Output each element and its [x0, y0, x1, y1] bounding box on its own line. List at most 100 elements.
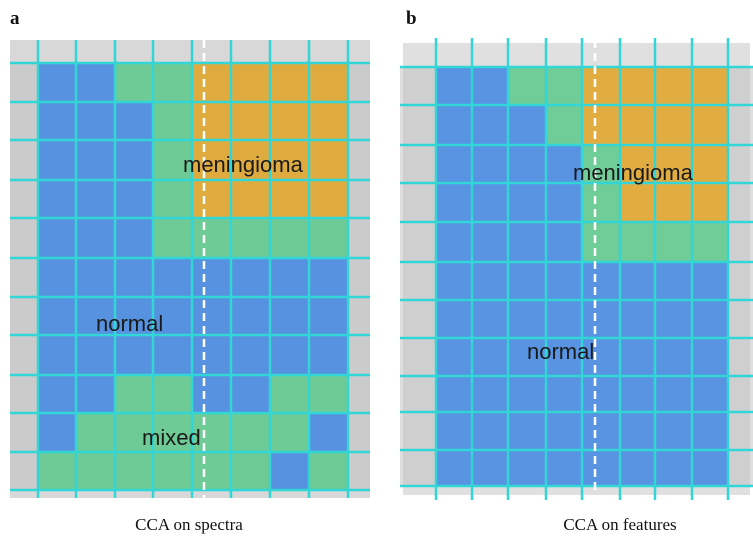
overlay-cell: [192, 335, 231, 375]
overlay-cell: [270, 375, 309, 413]
overlay-cell: [400, 376, 436, 412]
overlay-cell: [270, 335, 309, 375]
overlay-cell: [472, 262, 508, 300]
overlay-cell: [692, 376, 728, 412]
overlay-cell: [231, 375, 270, 413]
overlay-cell: [472, 222, 508, 262]
overlay-cell: [508, 300, 546, 338]
overlay-cell: [728, 412, 753, 450]
overlay-cell: [192, 140, 231, 180]
overlay-cell: [692, 300, 728, 338]
overlay-cell: [192, 375, 231, 413]
overlay-cell: [76, 452, 115, 490]
overlay-cell: [620, 300, 655, 338]
overlay-cell: [231, 102, 270, 140]
overlay-cell: [655, 262, 692, 300]
caption: CCA on spectra: [135, 515, 243, 534]
overlay-cell: [546, 145, 582, 183]
overlay-cell: [153, 63, 192, 102]
overlay-cell: [192, 218, 231, 258]
overlay-cell: [348, 63, 370, 102]
overlay-cell: [153, 335, 192, 375]
overlay-cell: [270, 102, 309, 140]
overlay-cell: [76, 63, 115, 102]
overlay-cell: [400, 450, 436, 486]
overlay-cell: [546, 450, 582, 486]
overlay-cell: [153, 375, 192, 413]
overlay-cell: [115, 335, 153, 375]
overlay-cell: [10, 218, 38, 258]
overlay-cell: [76, 297, 115, 335]
overlay-cell: [270, 258, 309, 297]
overlay-cell: [728, 105, 753, 145]
overlay-cell: [270, 63, 309, 102]
overlay-cell: [115, 140, 153, 180]
overlay-cell: [436, 105, 472, 145]
overlay-cell: [508, 183, 546, 222]
overlay-cell: [38, 297, 76, 335]
overlay-cell: [309, 63, 348, 102]
overlay-cell: [546, 376, 582, 412]
overlay-cell: [115, 258, 153, 297]
overlay-cell: [508, 145, 546, 183]
overlay-cell: [10, 452, 38, 490]
overlay-cell: [231, 218, 270, 258]
overlay-cell: [472, 67, 508, 105]
overlay-cell: [76, 258, 115, 297]
overlay-cell: [231, 335, 270, 375]
overlay-cell: [692, 338, 728, 376]
overlay-cell: [582, 222, 620, 262]
overlay-cell: [436, 262, 472, 300]
overlay-cell: [472, 300, 508, 338]
caption: CCA on features: [563, 515, 676, 534]
overlay-cell: [655, 183, 692, 222]
overlay-cell: [546, 183, 582, 222]
overlay-cell: [546, 300, 582, 338]
overlay-cell: [309, 375, 348, 413]
overlay-cell: [582, 338, 620, 376]
overlay-cell: [508, 450, 546, 486]
overlay-cell: [582, 376, 620, 412]
overlay-cell: [153, 413, 192, 452]
overlay-cell: [436, 300, 472, 338]
overlay-cell: [400, 222, 436, 262]
overlay-cell: [270, 180, 309, 218]
overlay-cell: [348, 375, 370, 413]
overlay-cell: [620, 145, 655, 183]
panel-letter: b: [406, 8, 417, 29]
overlay-cell: [620, 376, 655, 412]
overlay-cell: [508, 412, 546, 450]
overlay-cell: [728, 338, 753, 376]
overlay-cell: [192, 180, 231, 218]
overlay-cell: [309, 413, 348, 452]
overlay-cell: [270, 140, 309, 180]
overlay-cell: [692, 105, 728, 145]
overlay-cell: [115, 297, 153, 335]
overlay-cell: [10, 375, 38, 413]
overlay-cell: [10, 102, 38, 140]
overlay-cell: [115, 413, 153, 452]
overlay-cell: [472, 338, 508, 376]
overlay-cell: [231, 258, 270, 297]
region-label: mixed: [142, 425, 201, 450]
overlay-cell: [270, 413, 309, 452]
overlay-cell: [309, 335, 348, 375]
overlay-cell: [231, 413, 270, 452]
region-label: normal: [527, 339, 594, 364]
overlay-cell: [472, 105, 508, 145]
overlay-cell: [309, 180, 348, 218]
overlay-cell: [728, 145, 753, 183]
overlay-cell: [348, 140, 370, 180]
overlay-cell: [38, 375, 76, 413]
overlay-cell: [115, 63, 153, 102]
overlay-cell: [620, 105, 655, 145]
overlay-cell: [508, 262, 546, 300]
overlay-cell: [231, 180, 270, 218]
overlay-cell: [348, 452, 370, 490]
overlay-cell: [10, 180, 38, 218]
overlay-cell: [655, 450, 692, 486]
overlay-cell: [400, 67, 436, 105]
overlay-cell: [692, 183, 728, 222]
overlay-cell: [728, 262, 753, 300]
overlay-cell: [309, 102, 348, 140]
